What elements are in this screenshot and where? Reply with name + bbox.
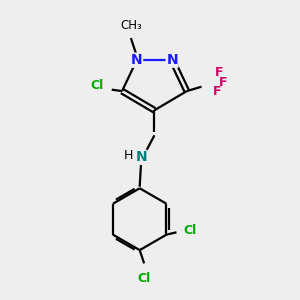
Text: F: F xyxy=(215,66,224,79)
Text: Cl: Cl xyxy=(137,272,151,285)
Text: Cl: Cl xyxy=(183,224,196,237)
Text: N: N xyxy=(166,53,178,67)
Text: Cl: Cl xyxy=(90,79,104,92)
Text: N: N xyxy=(131,53,142,67)
Text: F: F xyxy=(213,85,222,98)
Text: N: N xyxy=(135,150,147,164)
Text: H: H xyxy=(124,149,134,162)
Text: F: F xyxy=(219,76,228,89)
Text: CH₃: CH₃ xyxy=(120,19,142,32)
